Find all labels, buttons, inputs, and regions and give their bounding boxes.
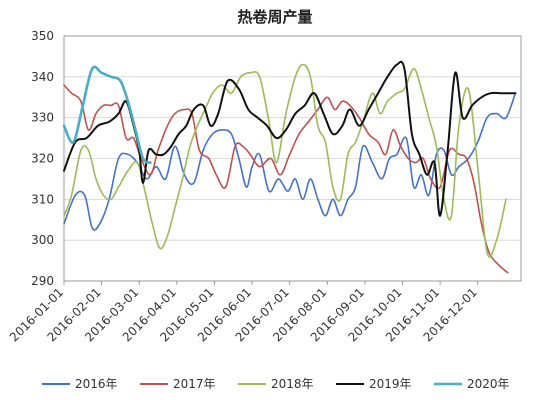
y-tick-label: 320 — [31, 152, 54, 166]
chart-title: 热卷周产量 — [237, 8, 312, 26]
series-line-2017年 — [63, 84, 509, 274]
legend-label: 2020年 — [467, 377, 510, 391]
y-tick-label: 330 — [31, 111, 54, 125]
legend-label: 2016年 — [75, 377, 118, 391]
series-line-2018年 — [63, 63, 507, 258]
legend: 2016年 2017年 2018年 2019年 2020年 — [42, 377, 510, 391]
y-tick-label: 340 — [31, 70, 54, 84]
y-tick-label: 300 — [31, 233, 54, 247]
y-tick-label: 290 — [31, 274, 54, 288]
series — [62, 60, 517, 274]
series-line-2020年 — [62, 65, 152, 164]
x-axis: 2016-01-012016-02-012016-03-012016-04-01… — [7, 281, 480, 344]
legend-label: 2017年 — [173, 377, 216, 391]
series-line-2019年 — [63, 60, 517, 217]
legend-label: 2018年 — [271, 377, 314, 391]
grid — [64, 35, 521, 282]
plot-area-border — [63, 35, 522, 282]
y-tick-label: 350 — [31, 29, 54, 43]
legend-label: 2019年 — [369, 377, 412, 391]
y-tick-label: 310 — [31, 192, 54, 206]
y-axis: 290 300 310 320 330 340 350 — [31, 29, 54, 288]
